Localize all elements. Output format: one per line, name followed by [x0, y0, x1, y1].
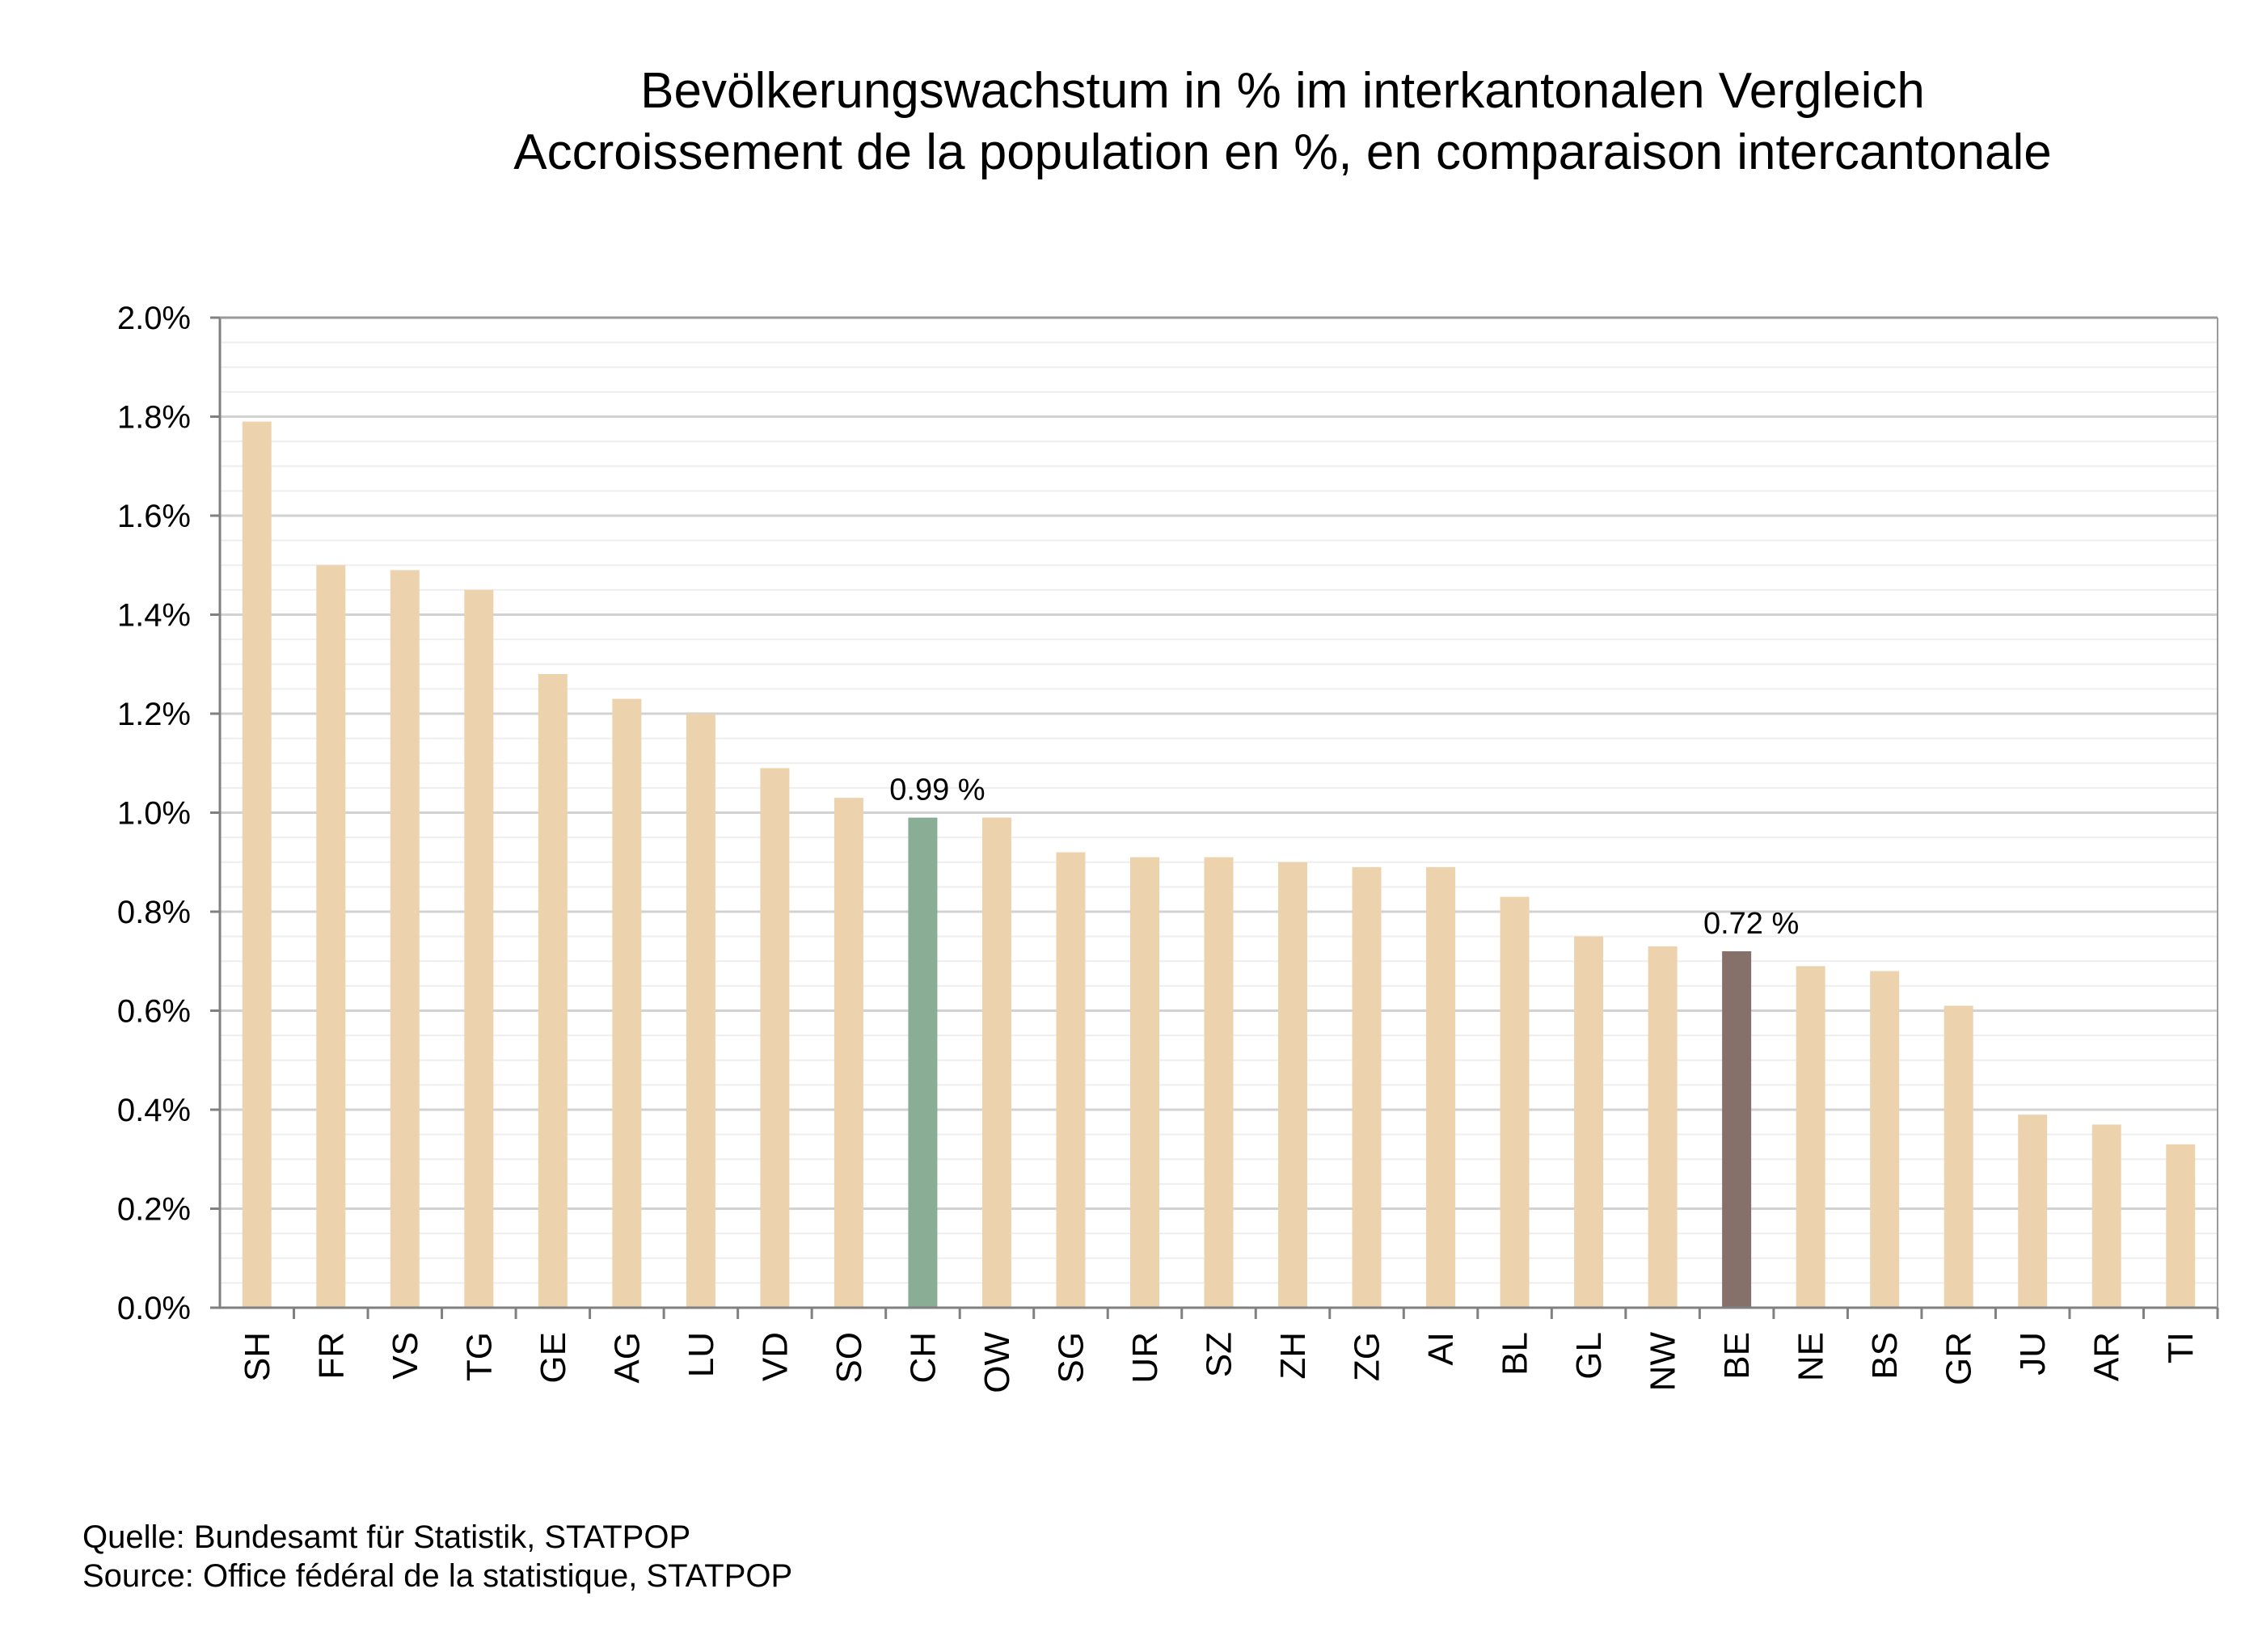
x-tick-label: AR — [2087, 1332, 2127, 1381]
x-tick-label: GE — [534, 1332, 573, 1384]
bar-bs — [1870, 971, 1900, 1308]
x-tick-label: CH — [903, 1332, 943, 1384]
source-line-de: Quelle: Bundesamt für Statistik, STATPOP — [82, 1519, 691, 1555]
x-tick-label: NE — [1792, 1332, 1831, 1381]
y-tick-label: 0.2% — [117, 1192, 191, 1228]
x-tick-label: LU — [682, 1332, 721, 1377]
bar-be — [1722, 951, 1752, 1308]
bar-sh — [242, 421, 272, 1308]
x-tick-label: GR — [1939, 1332, 1979, 1385]
bar-tg — [464, 589, 494, 1308]
y-tick-label: 0.8% — [117, 895, 191, 930]
data-labels: 0.99 % 0.72 % — [889, 773, 1799, 941]
y-tick-label: 1.8% — [117, 400, 191, 436]
bar-vs — [390, 570, 420, 1308]
x-tick-label: JU — [2013, 1332, 2053, 1376]
x-tick-label: SH — [238, 1332, 277, 1381]
bar-ne — [1796, 966, 1825, 1308]
x-tick-label: NW — [1644, 1332, 1683, 1392]
bar-gl — [1574, 936, 1604, 1308]
x-tick-label: VS — [386, 1332, 425, 1380]
x-tick-label: UR — [1125, 1332, 1165, 1384]
bar-zh — [1278, 862, 1308, 1308]
bar-bl — [1500, 896, 1530, 1308]
bar-nw — [1648, 946, 1678, 1308]
axes — [210, 316, 2219, 1319]
y-tick-label: 2.0% — [117, 301, 191, 336]
bar-ow — [981, 817, 1011, 1308]
bar-lu — [686, 714, 715, 1308]
bar-ai — [1426, 866, 1456, 1308]
data-label-be: 0.72 % — [1703, 907, 1799, 941]
bar-zg — [1352, 866, 1382, 1308]
bar-sz — [1204, 857, 1234, 1308]
bars — [242, 421, 2196, 1308]
x-tick-label: AG — [607, 1332, 647, 1384]
y-tick-label: 1.6% — [117, 499, 191, 534]
chart-title: Bevölkerungswachstum in % im interkanton… — [640, 63, 1925, 119]
bar-ge — [538, 674, 568, 1308]
bar-ar — [2091, 1124, 2121, 1308]
x-tick-labels: SH FR VS TG GE AG LU VD SO CH OW SG UR SZ ZH ZG AI BL GL NW… — [238, 1332, 2201, 1393]
bar-ur — [1129, 857, 1159, 1308]
x-tick-label: BL — [1496, 1332, 1535, 1376]
source-line-fr: Source: Office fédéral de la statistique… — [82, 1558, 793, 1594]
y-tick-label: 0.4% — [117, 1093, 191, 1128]
y-tick-labels: 0.0% 0.2% 0.4% 0.6% 0.8% 1.0% 1.2% 1.4% 1.6% 1.8%… — [117, 301, 191, 1326]
x-tick-label: TI — [2161, 1332, 2201, 1363]
bar-ju — [2018, 1115, 2048, 1308]
x-tick-label: BE — [1717, 1332, 1757, 1380]
bar-gr — [1944, 1005, 1973, 1308]
chart-title-block: Bevölkerungswachstum in % im interkanton… — [0, 61, 2258, 183]
chart-subtitle: Accroissement de la population en %, en … — [513, 124, 2052, 180]
y-tick-label: 0.6% — [117, 994, 191, 1030]
x-tick-label: VD — [755, 1332, 795, 1381]
x-tick-label: SZ — [1200, 1332, 1239, 1377]
x-tick-label: OW — [977, 1332, 1017, 1393]
bar-vd — [760, 768, 790, 1308]
bar-sg — [1056, 852, 1086, 1308]
y-tick-label: 1.2% — [117, 697, 191, 732]
x-tick-label: SO — [829, 1332, 869, 1384]
bar-so — [834, 798, 863, 1308]
bar-ti — [2166, 1144, 2196, 1308]
source-note: Quelle: Bundesamt für Statistik, STATPOP… — [82, 1518, 792, 1595]
x-tick-label: TG — [459, 1332, 499, 1381]
x-tick-label: FR — [311, 1332, 351, 1380]
y-tick-label: 1.4% — [117, 598, 191, 634]
x-tick-label: SG — [1051, 1332, 1091, 1384]
bar-ag — [612, 698, 642, 1308]
y-tick-label: 1.0% — [117, 796, 191, 832]
x-tick-label: BS — [1865, 1332, 1905, 1380]
bar-fr — [316, 565, 346, 1308]
x-tick-label: ZG — [1348, 1332, 1387, 1381]
x-tick-label: GL — [1569, 1332, 1609, 1380]
bar-ch — [908, 817, 938, 1308]
x-tick-label: AI — [1421, 1332, 1461, 1366]
x-tick-label: ZH — [1273, 1332, 1313, 1380]
y-tick-label: 0.0% — [117, 1291, 191, 1326]
data-label-ch: 0.99 % — [889, 773, 985, 807]
